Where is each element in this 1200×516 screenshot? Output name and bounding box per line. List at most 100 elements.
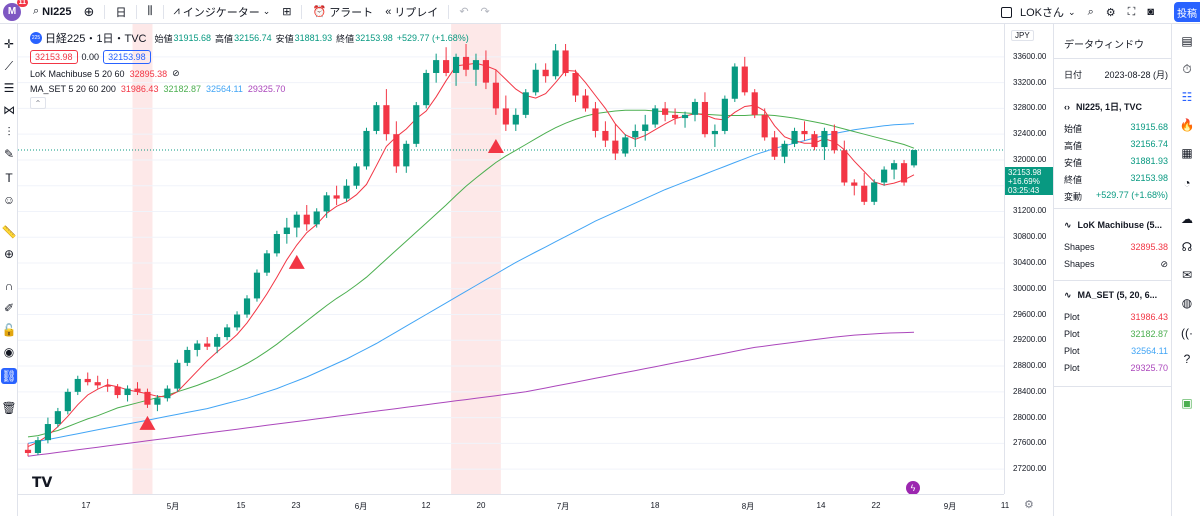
lock-icon[interactable]: 🔓: [1, 323, 17, 337]
trash-icon[interactable]: 🗑: [1, 401, 17, 415]
candle-body: [711, 130, 718, 135]
candle-body: [612, 140, 619, 154]
ruler-icon[interactable]: 📏: [1, 225, 17, 239]
lok-section-header[interactable]: ∿ LoK Machibuse (5...: [1064, 220, 1168, 231]
lightning-icon[interactable]: ϟ: [906, 481, 920, 495]
text-icon[interactable]: T: [5, 171, 13, 185]
alarm-clock-icon: ⏰: [312, 6, 327, 18]
horizontal-lines-icon[interactable]: ☰: [3, 81, 15, 95]
replay-button[interactable]: « リプレイ: [379, 0, 444, 24]
pattern-icon[interactable]: ⋈: [3, 103, 15, 117]
alerts-clock-icon[interactable]: ⏱: [1182, 61, 1192, 76]
tv-logo: 𝗧𝗩: [32, 474, 53, 490]
undo-button[interactable]: ↶: [453, 0, 474, 24]
candle-body: [532, 69, 539, 93]
broadcast-icon[interactable]: ((·: [1181, 326, 1193, 340]
user-avatar[interactable]: M 11: [3, 0, 28, 21]
redo-button[interactable]: ↷: [475, 0, 496, 24]
collapse-legend-button[interactable]: ⌃: [30, 97, 46, 109]
eye-icon[interactable]: ◉: [3, 345, 15, 359]
row-key: Shapes: [1064, 242, 1095, 252]
open-value: 31915.68: [173, 33, 212, 43]
divider: [1054, 58, 1172, 59]
watchlist-icon[interactable]: ▤: [1181, 34, 1193, 48]
fib-icon[interactable]: ⫶: [7, 124, 11, 139]
close-value: 32153.98: [355, 33, 393, 43]
candle-body: [54, 411, 61, 425]
magnet-icon[interactable]: ∩: [4, 279, 14, 293]
bid-box[interactable]: 32153.98: [30, 50, 78, 64]
candle-body: [492, 82, 499, 109]
publish-button[interactable]: 投稿: [1174, 2, 1200, 22]
divider: [104, 4, 106, 19]
alert-label: アラート: [329, 6, 374, 19]
chat-icon[interactable]: ☁: [1181, 212, 1193, 226]
time-axis[interactable]: 17 5月 15 23 6月 12 20 7月 18 8月 14 22 9月 11: [18, 494, 1009, 516]
data-window-panel: データウィンドウ 日付 2023-08-28 (月) ‹› NI225, 1日, …: [1053, 24, 1172, 516]
snapshot-button[interactable]: ◙: [1141, 0, 1160, 24]
templates-button[interactable]: ⊞: [276, 0, 297, 24]
price-axis[interactable]: JPY 33600.00 33200.00 32800.00 32400.00 3200…: [1004, 24, 1053, 494]
lock-drawings-icon[interactable]: ✐: [3, 301, 15, 315]
currency-button[interactable]: JPY: [1011, 30, 1034, 41]
zoom-in-icon[interactable]: ⊕: [3, 247, 15, 261]
hotlist-icon[interactable]: 🔥: [1179, 118, 1195, 132]
candle-body: [662, 108, 669, 115]
high-value: 32156.74: [234, 33, 272, 43]
section-title: LoK Machibuse (5...: [1077, 220, 1163, 230]
trend-line-icon[interactable]: ⟋: [4, 58, 14, 73]
emoji-icon[interactable]: ☺: [2, 193, 16, 207]
link-icon[interactable]: ⛓: [1, 368, 17, 384]
indicator-legend-lok[interactable]: LoK Machibuse 5 20 60 32895.38 ⊘: [30, 68, 180, 79]
candle-body: [403, 143, 410, 167]
add-symbol-button[interactable]: ⊕: [78, 0, 101, 24]
messages-icon[interactable]: ✉: [1181, 268, 1193, 282]
layout-button[interactable]: LOKさん ⌄: [995, 0, 1082, 24]
help-icon[interactable]: ?: [1183, 352, 1191, 366]
candle-body: [94, 382, 101, 386]
indicator-legend-maset[interactable]: MA_SET 5 20 60 200 31986.43 32182.87 325…: [30, 84, 290, 94]
checkbox-icon: [1001, 6, 1012, 18]
ideas-icon[interactable]: ◔: [1183, 176, 1191, 190]
price-tick-label: 30000.00: [1013, 283, 1047, 293]
data-window-icon[interactable]: ☷: [1181, 90, 1193, 104]
chart-type-button[interactable]: ⫼: [141, 0, 158, 24]
candle-body: [462, 56, 470, 70]
candle-body: [622, 137, 629, 154]
streams-icon[interactable]: ☊: [1181, 240, 1193, 254]
indicators-button[interactable]: ⩘ インジケーター ⌄: [168, 0, 277, 24]
candle-body: [741, 66, 748, 93]
price-plot[interactable]: [18, 24, 1004, 494]
brush-icon[interactable]: ✎: [3, 147, 15, 161]
replay-label: リプレイ: [394, 6, 439, 19]
quick-search-button[interactable]: ⌕: [1082, 0, 1100, 24]
notifications-icon[interactable]: ◍: [1181, 296, 1193, 310]
candle-body: [771, 137, 778, 157]
crosshair-icon[interactable]: ✛: [3, 37, 15, 51]
price-tick-label: 33600.00: [1013, 51, 1047, 61]
candle-body: [652, 108, 659, 125]
candle-body: [433, 60, 440, 73]
time-tick-label: 9月: [943, 502, 957, 511]
interval-button[interactable]: 日: [115, 6, 127, 19]
price-tick-label: 30800.00: [1013, 232, 1047, 242]
candle-body: [383, 105, 390, 135]
symbol-title[interactable]: 日経225・1日・TVC: [45, 33, 147, 45]
calendar-icon[interactable]: ▦: [1181, 146, 1193, 160]
maset-section-header[interactable]: ∿ MA_SET (5, 20, 6...: [1064, 290, 1168, 301]
alert-button[interactable]: ⏰ アラート: [306, 0, 379, 24]
candle-body: [761, 114, 768, 138]
axis-settings-icon[interactable]: ⚙: [1024, 499, 1034, 511]
candle-body: [701, 101, 709, 135]
chart-area[interactable]: 225 日経225・1日・TVC 始値 31915.68 高値 32156.74 安…: [18, 24, 1053, 516]
ask-box[interactable]: 32153.98: [103, 50, 151, 64]
symbol-search[interactable]: ⌕ NI225: [27, 0, 78, 24]
fullscreen-button[interactable]: ⛶: [1122, 0, 1142, 24]
time-tick-label: 14: [816, 501, 826, 510]
time-tick-label: 20: [476, 501, 486, 510]
ma200-line: [27, 331, 915, 457]
settings-button[interactable]: ⚙: [1100, 0, 1122, 24]
order-panel-icon[interactable]: ▣: [1181, 396, 1193, 410]
symbol-section-header[interactable]: ‹› NI225, 1日, TVC: [1064, 100, 1168, 113]
signal-triangle: [487, 138, 504, 153]
